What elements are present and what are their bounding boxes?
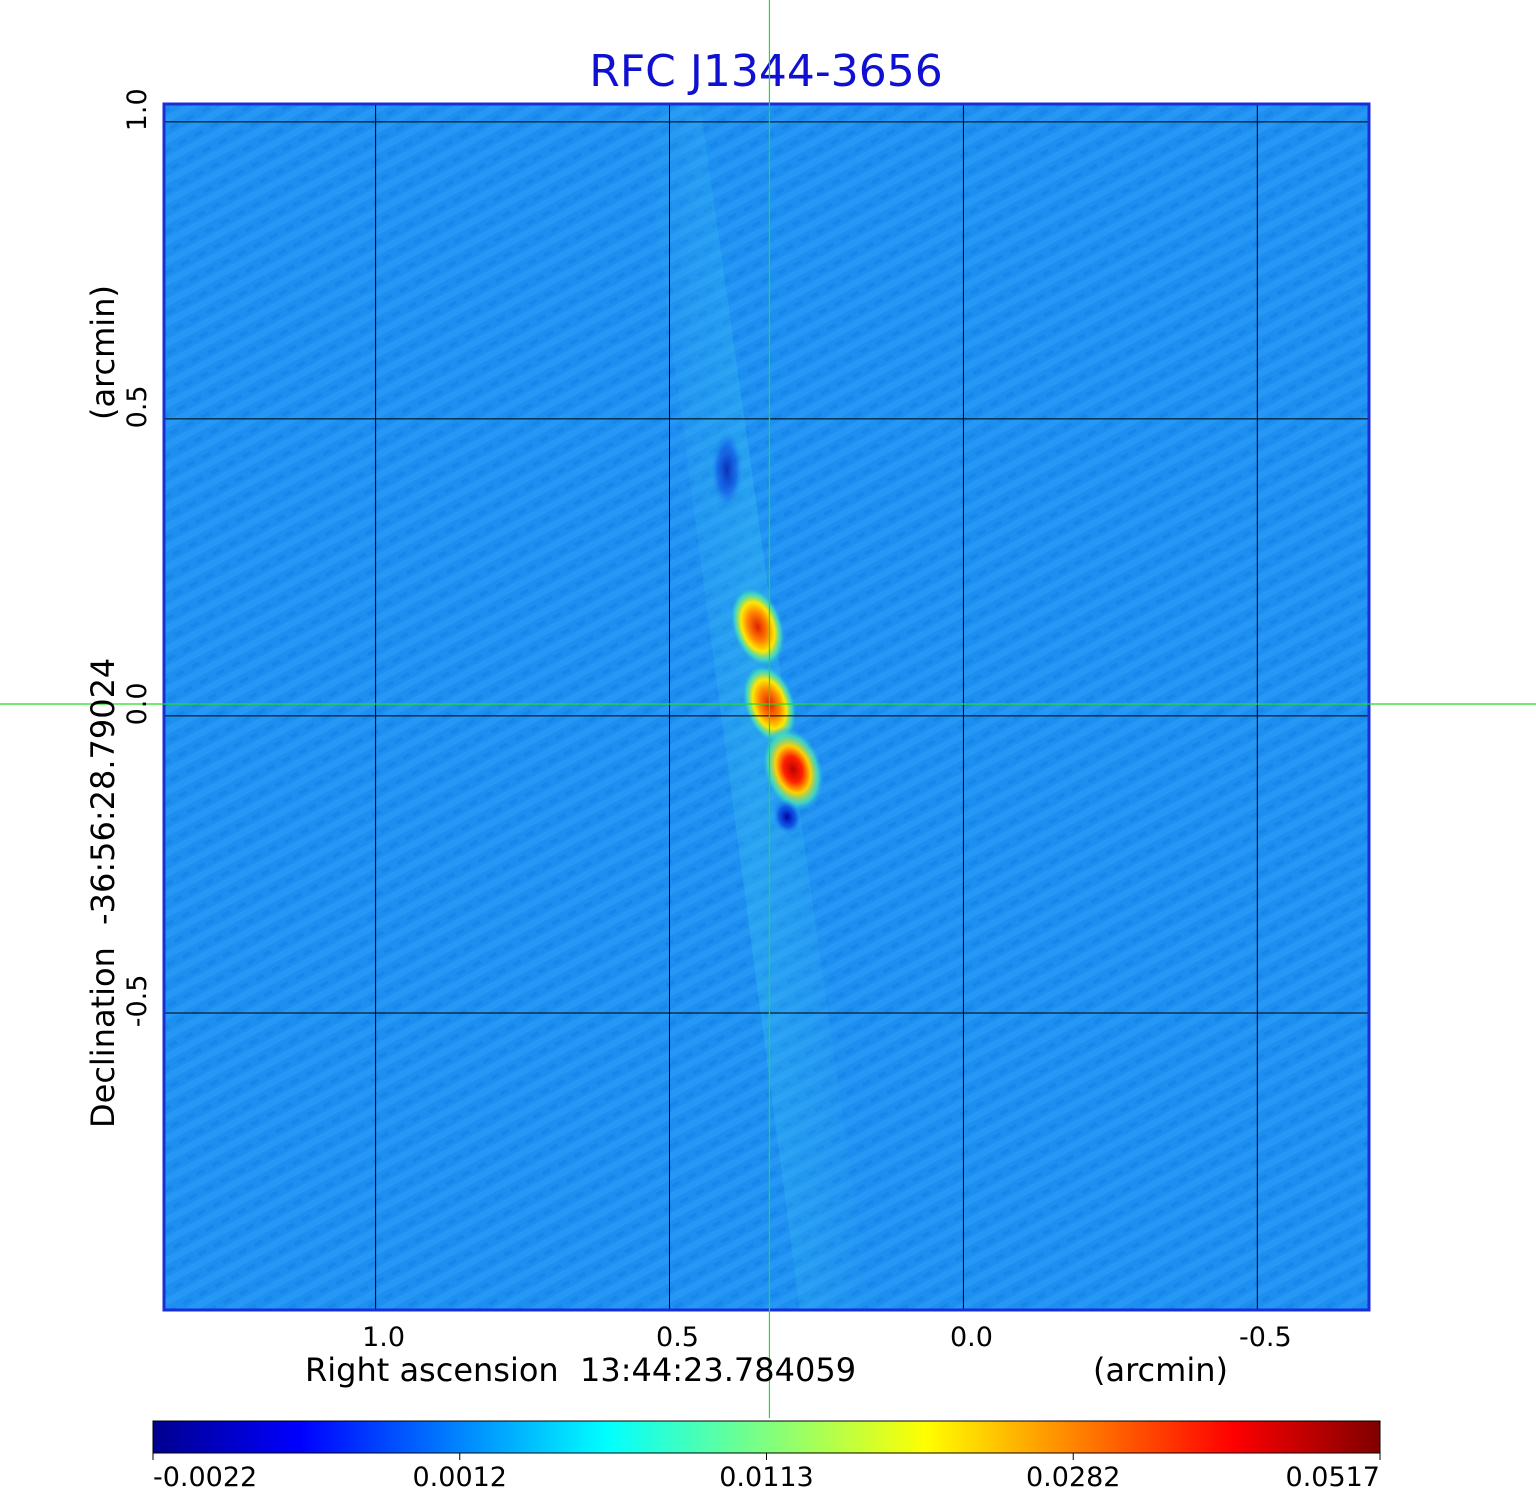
negative-trough-north [711,430,743,510]
source-component-2 [761,726,825,813]
x-tick-label: 1.0 [362,1322,405,1353]
colorbar-ticks: -0.0022 0.0012 0.0113 0.0282 0.0517 [152,1453,1381,1493]
x-axis-unit: (arcmin) [1093,1351,1228,1389]
y-tick-labels: 1.0 0.5 0.0 -0.5 [122,88,153,1027]
y-tick-label: 0.0 [122,682,153,725]
colorbar-tick-label: 0.0113 [719,1462,813,1493]
y-axis-label-prefix: Declination [84,947,122,1128]
x-axis-center: 13:44:23.784059 [580,1351,856,1389]
y-tick-label: 1.0 [122,88,153,131]
plot-frame [162,102,1371,1312]
y-axis-label: Declination -36:56:28.79024 [84,658,122,1128]
y-axis-unit: (arcmin) [84,285,122,420]
x-tick-label: -0.5 [1239,1322,1292,1353]
y-axis-center: -36:56:28.79024 [84,658,122,925]
plot-area [164,104,1369,1310]
x-axis-label-prefix: Right ascension [305,1351,559,1389]
y-tick-label: 0.5 [122,385,153,428]
colorbar-tick-label: 0.0517 [1286,1462,1380,1493]
source-component-0 [729,586,786,668]
y-tick-label: -0.5 [122,975,153,1028]
colorbar-tick-label: 0.0012 [413,1462,507,1493]
chart-title: RFC J1344-3656 [589,46,942,97]
coordinate-grid [164,104,1369,1310]
source-component-3 [772,799,802,835]
x-tick-label: 0.0 [950,1322,993,1353]
colorbar [152,1420,1381,1454]
colorbar-tick-label: 0.0282 [1026,1462,1120,1493]
x-tick-label: 0.5 [656,1322,699,1353]
x-tick-labels: 1.0 0.5 0.0 -0.5 [362,1322,1292,1353]
colorbar-tick-label: -0.0022 [153,1462,257,1493]
